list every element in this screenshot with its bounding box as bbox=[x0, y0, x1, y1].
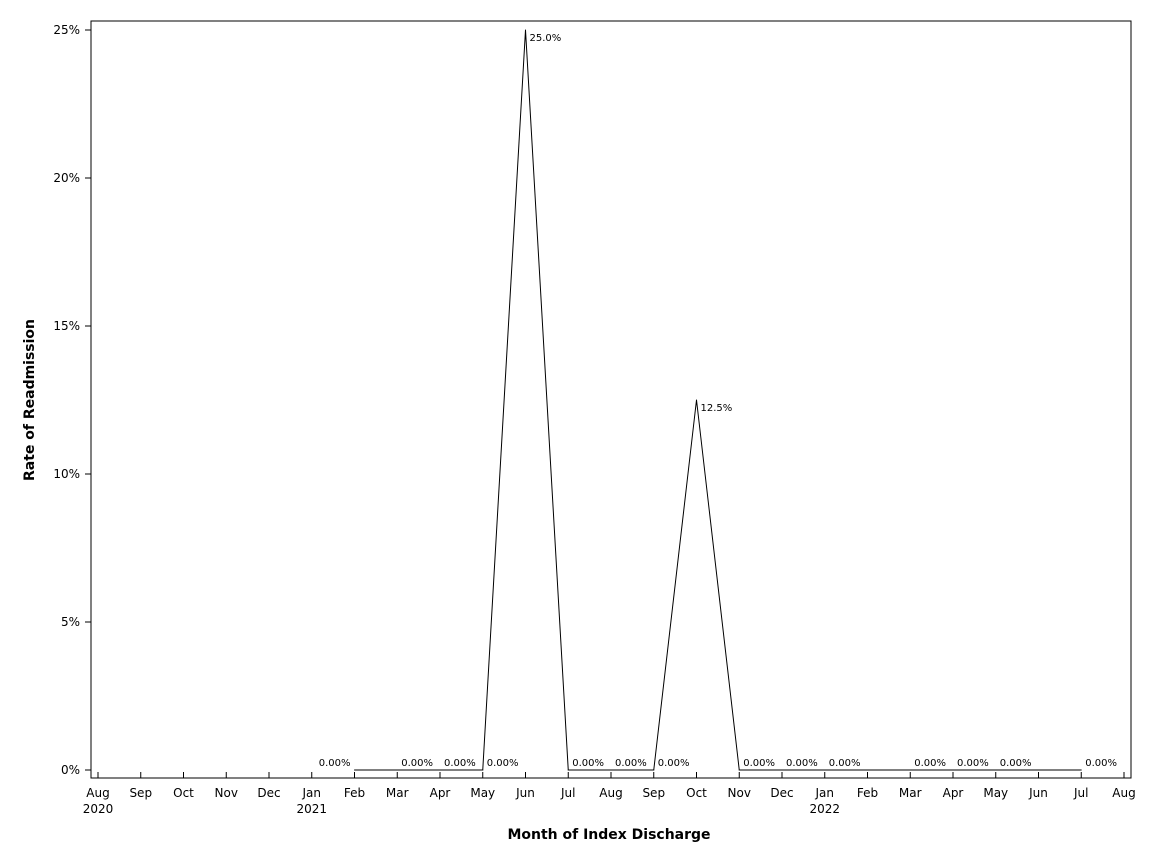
x-tick-label: Jul bbox=[1073, 786, 1088, 800]
data-point bbox=[354, 769, 355, 771]
x-tick-year-label: 2022 bbox=[809, 802, 840, 816]
data-point bbox=[482, 769, 484, 771]
data-label: 25.0% bbox=[530, 33, 562, 44]
data-label: 0.00% bbox=[487, 758, 519, 769]
data-label: 0.00% bbox=[1085, 758, 1117, 769]
y-tick-label: 20% bbox=[53, 171, 80, 185]
x-tick-label: Mar bbox=[386, 786, 409, 800]
x-tick-label: Sep bbox=[642, 786, 665, 800]
y-tick-label: 15% bbox=[53, 319, 80, 333]
data-label: 0.00% bbox=[743, 758, 775, 769]
data-label: 0.00% bbox=[615, 758, 647, 769]
data-label: 0.00% bbox=[319, 758, 351, 769]
data-label: 0.00% bbox=[786, 758, 818, 769]
series-line-group bbox=[354, 29, 1082, 771]
data-point bbox=[952, 769, 954, 771]
data-label: 0.00% bbox=[658, 758, 690, 769]
data-point bbox=[824, 769, 826, 771]
data-label: 0.00% bbox=[829, 758, 861, 769]
x-tick-label: Nov bbox=[728, 786, 751, 800]
data-point bbox=[610, 769, 612, 771]
x-tick-label: Apr bbox=[943, 786, 964, 800]
y-tick-label: 0% bbox=[61, 763, 80, 777]
x-axis: Aug 2020 Sep Oct Nov Dec Jan 2021 Feb Mar Apr May Ju… bbox=[83, 772, 1136, 816]
data-point bbox=[696, 399, 697, 401]
x-tick-label: Sep bbox=[129, 786, 152, 800]
data-label: 0.00% bbox=[957, 758, 989, 769]
data-point bbox=[567, 769, 569, 771]
x-tick-label: Aug bbox=[599, 786, 622, 800]
data-label: 0.00% bbox=[914, 758, 946, 769]
data-point bbox=[653, 769, 655, 771]
y-axis: 0% 5% 10% 15% 20% 25% bbox=[53, 23, 91, 777]
x-tick-label: Feb bbox=[857, 786, 878, 800]
data-point bbox=[781, 769, 783, 771]
data-point bbox=[1080, 769, 1082, 771]
data-label: 0.00% bbox=[401, 758, 433, 769]
data-labels: 0.00% 0.00% 0.00% 0.00% 25.0% 0.00% 0.00% 0.00%… bbox=[319, 33, 1117, 769]
x-tick-label: Dec bbox=[257, 786, 280, 800]
data-point bbox=[396, 769, 398, 771]
x-tick-label: May bbox=[983, 786, 1008, 800]
x-tick-label: Mar bbox=[899, 786, 922, 800]
x-tick-label: Jan bbox=[815, 786, 835, 800]
data-label: 0.00% bbox=[1000, 758, 1032, 769]
data-point bbox=[995, 769, 997, 771]
y-tick-label: 10% bbox=[53, 467, 80, 481]
data-point bbox=[525, 29, 526, 31]
x-tick-label: Jul bbox=[560, 786, 575, 800]
x-tick-label: Feb bbox=[344, 786, 365, 800]
x-tick-label: Jun bbox=[1028, 786, 1048, 800]
y-axis-title: Rate of Readmission bbox=[22, 319, 38, 481]
x-tick-label: Nov bbox=[215, 786, 238, 800]
data-label: 0.00% bbox=[444, 758, 476, 769]
x-tick-year-label: 2021 bbox=[296, 802, 327, 816]
x-axis-title: Month of Index Discharge bbox=[507, 827, 710, 843]
x-tick-label: Jan bbox=[302, 786, 322, 800]
plot-frame bbox=[90, 20, 1132, 779]
y-tick-label: 5% bbox=[61, 615, 80, 629]
x-tick-year-label: 2020 bbox=[83, 802, 114, 816]
x-tick-label: Apr bbox=[430, 786, 451, 800]
x-tick-label: Aug bbox=[1112, 786, 1135, 800]
x-tick-label: Dec bbox=[770, 786, 793, 800]
data-point bbox=[439, 769, 441, 771]
data-point bbox=[909, 769, 911, 771]
y-tick-label: 25% bbox=[53, 23, 80, 37]
x-tick-label: Oct bbox=[173, 786, 194, 800]
data-label: 12.5% bbox=[701, 403, 733, 414]
x-tick-label: Oct bbox=[686, 786, 707, 800]
x-tick-label: Aug bbox=[86, 786, 109, 800]
x-tick-label: Jun bbox=[515, 786, 535, 800]
x-tick-label: May bbox=[470, 786, 495, 800]
data-label: 0.00% bbox=[572, 758, 604, 769]
series-line bbox=[354, 29, 1082, 771]
data-point bbox=[738, 769, 740, 771]
